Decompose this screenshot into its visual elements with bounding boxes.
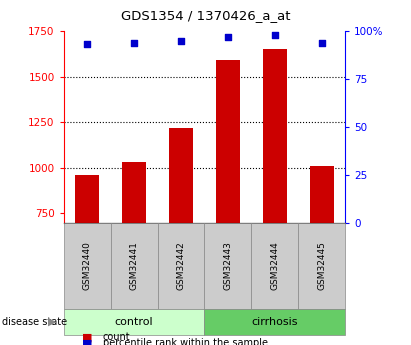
Point: [84, 42, 90, 47]
Text: GSM32441: GSM32441: [129, 241, 139, 290]
Point: [178, 38, 184, 43]
Text: GSM32445: GSM32445: [317, 241, 326, 290]
Text: ▶: ▶: [48, 317, 57, 327]
Bar: [76, 175, 99, 223]
Text: count: count: [103, 333, 130, 342]
Text: ■: ■: [82, 333, 93, 342]
Point: [319, 40, 325, 45]
Text: GSM32440: GSM32440: [83, 241, 92, 290]
Text: GSM32443: GSM32443: [224, 241, 233, 290]
Bar: [122, 162, 146, 223]
Bar: [310, 166, 333, 223]
Point: [272, 32, 278, 38]
Text: control: control: [115, 317, 153, 327]
Text: percentile rank within the sample: percentile rank within the sample: [103, 338, 268, 345]
Text: ■: ■: [82, 338, 93, 345]
Text: disease state: disease state: [2, 317, 67, 327]
Bar: [263, 49, 286, 223]
Text: GSM32442: GSM32442: [176, 241, 185, 290]
Text: GDS1354 / 1370426_a_at: GDS1354 / 1370426_a_at: [121, 9, 290, 22]
Bar: [216, 60, 240, 223]
Point: [225, 34, 231, 40]
Text: cirrhosis: cirrhosis: [252, 317, 298, 327]
Bar: [169, 128, 193, 223]
Point: [131, 40, 137, 45]
Text: GSM32444: GSM32444: [270, 241, 279, 290]
